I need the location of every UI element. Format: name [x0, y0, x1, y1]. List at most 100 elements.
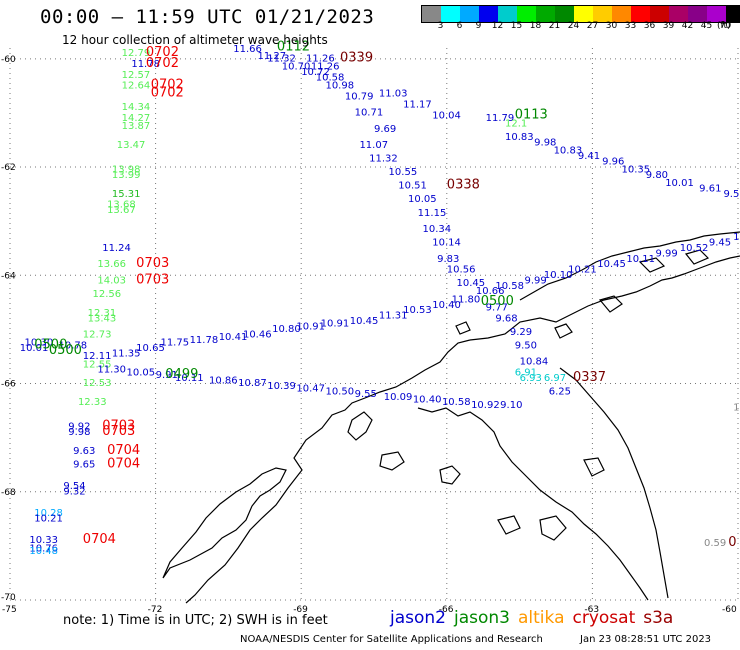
wave-height-reading: 9.55 — [723, 189, 740, 200]
credit-line: NOAA/NESDIS Center for Satellite Applica… — [240, 634, 543, 645]
legend-swatch — [555, 6, 574, 22]
wave-height-reading: 10.46 — [243, 330, 272, 341]
lon-tick-label: -75 — [2, 605, 17, 615]
lon-tick-label: -69 — [293, 605, 308, 615]
wave-height-reading: 10.65 — [136, 343, 165, 354]
wave-height-reading: 10.80 — [272, 324, 301, 335]
legend-swatch — [650, 6, 669, 22]
wave-height-reading: 10.30 — [25, 338, 54, 349]
wave-height-reading: 14.27 — [122, 113, 151, 124]
island-outline — [638, 257, 666, 273]
wave-height-reading: 10.04 — [432, 110, 461, 121]
legend-label: 21 — [548, 21, 561, 31]
wave-height-reading: 11.17 — [403, 100, 432, 111]
wave-height-reading: 12.1 — [505, 118, 527, 129]
legend-label: 36 — [643, 21, 656, 31]
satellite-cryosat: cryosat — [572, 608, 636, 628]
wave-height-reading: 9.61 — [699, 183, 721, 194]
wave-height-reading: 9.91 — [156, 370, 178, 381]
legend-swatch — [460, 6, 479, 22]
wave-height-reading: 11.27 — [258, 51, 287, 62]
wave-height-reading: 10.09 — [384, 392, 413, 403]
island-outline — [684, 249, 710, 265]
satellite-s3a: s3a — [643, 608, 674, 628]
wave-height-reading: 15.31 — [112, 189, 141, 200]
wave-height-reading: 12.33 — [78, 397, 107, 408]
generated-timestamp: Jan 23 08:28:51 UTC 2023 — [580, 634, 712, 645]
wave-height-reading: 10.92 — [471, 400, 500, 411]
wave-height-reading: 6.97 — [544, 373, 566, 384]
wave-height-reading: 10.05 — [408, 194, 437, 205]
wave-height-reading: 10.98 — [325, 81, 354, 92]
island-outline — [439, 465, 461, 485]
wave-height-reading: 10.58 — [495, 281, 524, 292]
wave-height-reading: 11.78 — [131, 59, 160, 70]
wave-height-reading: 10.28 — [34, 508, 63, 519]
peninsula-tip — [519, 231, 740, 301]
lon-tick-label: -72 — [148, 605, 163, 615]
legend-label: 24 — [567, 21, 580, 31]
island-outline — [455, 321, 471, 335]
wave-height-reading: 9.32 — [63, 486, 85, 497]
wave-height-readings: 12.7911.7812.5712.6414.3414.2713.8713.47… — [20, 44, 740, 557]
legend-swatch — [707, 6, 726, 22]
pass-time-label: 0112 — [277, 40, 310, 55]
wave-height-reading: 14.03 — [97, 275, 126, 286]
wave-height-reading: 10.45 — [350, 316, 379, 327]
wave-height-reading: 9.98 — [68, 427, 90, 438]
pass-time-label: 0500 — [49, 343, 82, 358]
island-outline — [497, 515, 521, 535]
wave-height-reading: 10.41 — [219, 332, 248, 343]
lat-tick-label: -64 — [1, 271, 16, 281]
wave-height-reading: 12.55 — [83, 359, 112, 370]
wave-height-reading: 10.53 — [403, 305, 432, 316]
wave-height-reading: 10.01 — [665, 178, 694, 189]
legend-label: 3 — [437, 21, 444, 31]
peninsula-east-coast — [469, 255, 740, 341]
legend-label: 27 — [586, 21, 599, 31]
wave-height-reading: 11.15 — [418, 208, 447, 219]
wave-height-reading: 10.91 — [321, 319, 350, 330]
wave-height-reading: 10.39 — [267, 381, 296, 392]
wave-height-reading: 12.11 — [83, 351, 112, 362]
wave-height-reading: 9.10 — [500, 400, 522, 411]
wave-height-reading: 10.56 — [447, 265, 476, 276]
wave-height-reading: 13.66 — [97, 259, 126, 270]
wave-height-reading: 11.07 — [359, 140, 388, 151]
lat-tick-label: -68 — [1, 488, 16, 498]
wave-height-reading: 13.68 — [107, 200, 136, 211]
wave-height-reading: 9.83 — [437, 254, 459, 265]
pass-time-label: 0500 — [481, 294, 514, 309]
wave-height-reading: 9.50 — [515, 340, 537, 351]
legend-swatch — [441, 6, 460, 22]
wave-height-reading: 10.52 — [680, 243, 709, 254]
wave-height-reading: 12.56 — [93, 289, 122, 300]
legend-swatch — [517, 6, 536, 22]
wave-height-reading: 10.45 — [457, 278, 486, 289]
pass-time-label: 0339 — [340, 51, 373, 66]
wave-height-reading: 10.14 — [432, 238, 461, 249]
wave-height-reading: 10.35 — [622, 164, 651, 175]
wave-height-reading: 11.66 — [233, 44, 262, 55]
legend-label: 12 — [491, 21, 504, 31]
wave-height-reading: 9.98 — [534, 137, 556, 148]
wave-height-reading: 9.92 — [68, 422, 90, 433]
pass-time-label: 0703 — [102, 424, 135, 439]
wave-height-reading: 10.70 — [282, 62, 311, 73]
legend-swatch — [574, 6, 593, 22]
wave-height-reading: 11.75 — [160, 338, 189, 349]
legend-swatch — [726, 6, 740, 22]
wave-height-reading: 10.11 — [626, 254, 655, 265]
wave-height-reading: 12.31 — [88, 308, 117, 319]
wave-height-reading: 9.65 — [73, 459, 95, 470]
legend-swatch — [479, 6, 498, 22]
pass-time-label: 0702 — [146, 45, 179, 60]
wave-height-reading: 6.25 — [549, 386, 571, 397]
adelaide-island-coast — [347, 411, 373, 441]
wave-height-reading: 9.41 — [578, 151, 600, 162]
legend-label: 18 — [529, 21, 542, 31]
wave-height-reading: 11.26 — [306, 54, 335, 65]
wave-height-reading: 10.40 — [432, 300, 461, 311]
pass-time-label: 0702 — [151, 78, 184, 93]
